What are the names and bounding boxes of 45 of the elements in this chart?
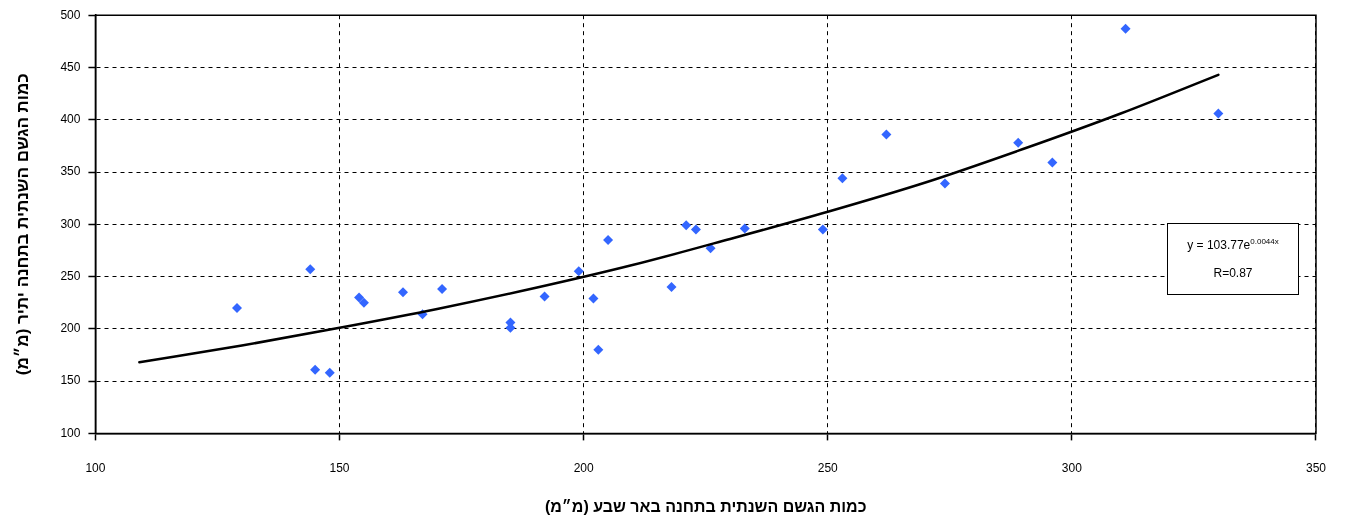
point [837, 173, 848, 184]
y-tick-label: 250 [60, 268, 81, 283]
point [324, 367, 335, 378]
point [603, 234, 614, 245]
annotation: y = 103.77e$^{0.0044x}$ [1186, 236, 1280, 255]
y-axis-title: כמות הגשם השנתית בתחנה יתיר (מ״מ) [12, 73, 32, 376]
y-tick-label: 500 [60, 7, 81, 22]
point [573, 266, 584, 277]
annotation: R=0.87 [1212, 265, 1254, 283]
point [739, 223, 750, 234]
x-tick-label: 100 [85, 460, 106, 475]
x-axis-title: כמות הגשם השנתית בתחנה באר שבע (מ״מ) [544, 497, 867, 515]
x-tick-label: 200 [573, 460, 594, 475]
point [354, 292, 365, 303]
point [681, 220, 692, 231]
point [1213, 108, 1224, 119]
point [593, 344, 604, 355]
y-tick-label: 450 [60, 59, 81, 74]
point [1047, 157, 1058, 168]
point [588, 293, 599, 304]
x-tick-label: 350 [1305, 460, 1327, 475]
point [1120, 23, 1131, 34]
y-tick-label: 200 [60, 321, 81, 336]
point [666, 282, 677, 293]
x-tick-label: 300 [1061, 460, 1083, 475]
y-tick-label: 350 [60, 164, 81, 179]
point [305, 264, 316, 275]
y-tick-label: 400 [60, 112, 81, 127]
point [437, 284, 448, 295]
point [939, 178, 950, 189]
y-tick-label: 100 [60, 425, 81, 440]
y-tick-label: 150 [60, 373, 81, 388]
point [358, 297, 369, 308]
point [398, 287, 409, 298]
point [690, 224, 701, 235]
point [1013, 137, 1024, 148]
point [817, 224, 828, 235]
point [232, 302, 243, 313]
equation-box: y = 103.77e$^{0.0044x}$ R=0.87 [1167, 223, 1299, 296]
point [310, 364, 321, 375]
point [539, 291, 550, 302]
x-tick-label: 150 [329, 460, 350, 475]
x-tick-label: 250 [817, 460, 839, 475]
y-tick-label: 300 [60, 216, 81, 231]
point [881, 129, 892, 140]
